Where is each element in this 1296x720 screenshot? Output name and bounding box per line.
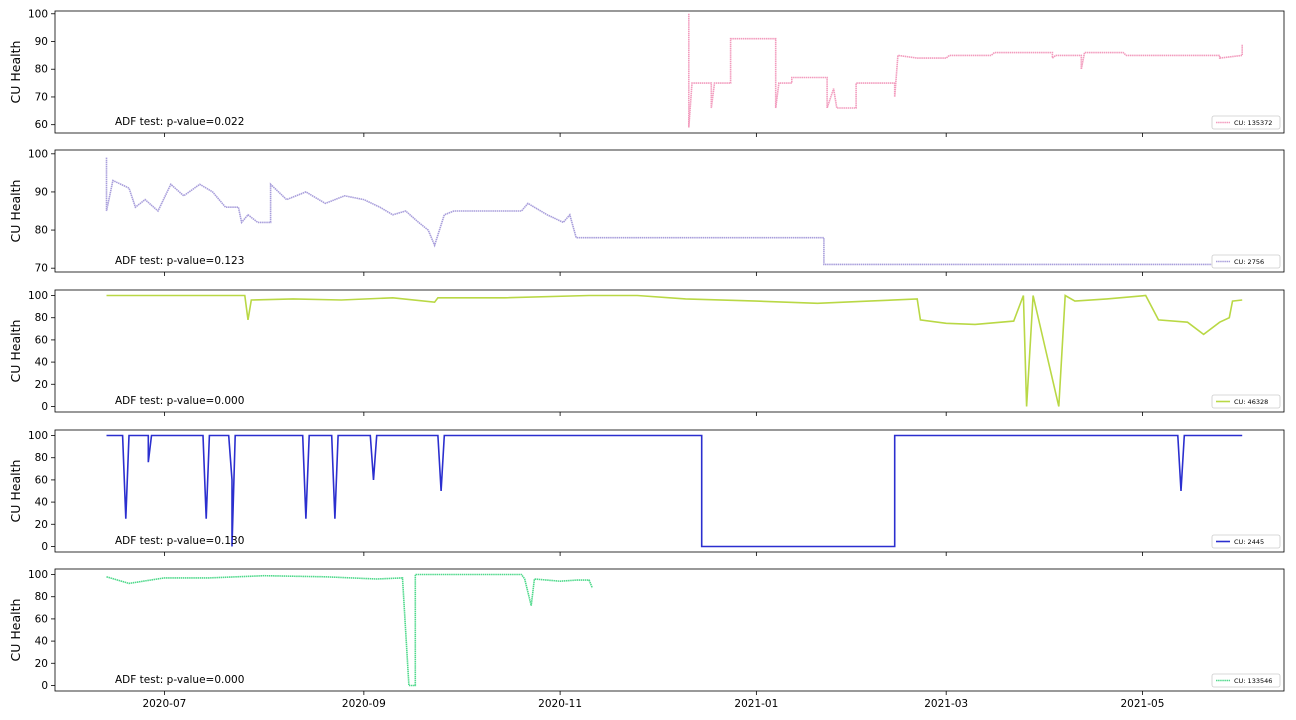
y-tick-label: 0: [41, 680, 48, 692]
axes-frame: [54, 568, 1285, 692]
series-line: [105, 157, 1243, 269]
y-axis-label: CU Health: [8, 599, 23, 662]
y-tick-label: 20: [35, 519, 48, 531]
legend: CU: 46328: [1211, 394, 1281, 409]
y-axis-label: CU Health: [8, 41, 23, 104]
series-line: [688, 13, 1243, 128]
x-tick-label: 2020-11: [538, 698, 582, 710]
axes-frame: [54, 10, 1285, 134]
y-tick-label: 100: [28, 290, 48, 302]
y-tick-label: 20: [35, 658, 48, 670]
y-tick-label: 0: [41, 401, 48, 413]
legend-frame: [1211, 673, 1281, 688]
series-line: [106, 294, 1243, 407]
x-tick-label: 2020-07: [142, 698, 186, 710]
subplot-5: 0 20 40 60 80 100 CU Health ADF test: p-value=0…: [8, 568, 1285, 695]
legend-frame: [1211, 534, 1281, 549]
y-tick-label: 90: [35, 36, 48, 48]
y-axis-label: CU Health: [8, 460, 23, 523]
x-tick-label: 2021-05: [1121, 698, 1165, 710]
subplot-1: 60 70 80 90 100 CU Health ADF test: p-value=0.…: [8, 8, 1285, 137]
subplot-3: 0 20 40 60 80 100 CU Health ADF test: p-value=0…: [8, 289, 1285, 416]
subplot-2: 70 80 90 100 CU Health ADF test: p-value=0.12…: [8, 148, 1285, 276]
legend-frame: [1211, 115, 1281, 130]
axes-frame: [54, 429, 1285, 553]
legend-frame: [1211, 394, 1281, 409]
y-tick-label: 100: [28, 8, 48, 20]
y-tick-label: 100: [28, 569, 48, 581]
y-tick-label: 100: [28, 148, 48, 160]
y-tick-label: 70: [35, 263, 48, 275]
legend: CU: 135372: [1211, 115, 1281, 130]
y-tick-label: 60: [35, 119, 48, 131]
adf-annotation: ADF test: p-value=0.000: [115, 674, 244, 686]
y-tick-label: 0: [41, 541, 48, 553]
x-tick-label: 2021-03: [924, 698, 968, 710]
adf-annotation: ADF test: p-value=0.123: [115, 255, 244, 267]
legend: CU: 2756: [1211, 254, 1281, 269]
legend-frame: [1211, 254, 1281, 269]
y-axis-label: CU Health: [8, 180, 23, 243]
y-tick-label: 60: [35, 613, 48, 625]
x-tick-label: 2021-01: [734, 698, 778, 710]
y-tick-label: 90: [35, 186, 48, 198]
adf-annotation: ADF test: p-value=0.000: [115, 395, 244, 407]
series-line: [106, 573, 594, 687]
axes-frame: [54, 289, 1285, 413]
y-tick-label: 40: [35, 497, 48, 509]
legend-label: CU: 46328: [1234, 398, 1268, 406]
subplot-4: 0 20 40 60 80 100 CU Health ADF test: p-value=0…: [8, 429, 1285, 556]
axes-frame: [54, 149, 1285, 273]
y-tick-label: 80: [35, 312, 48, 324]
y-tick-label: 40: [35, 636, 48, 648]
y-tick-label: 80: [35, 225, 48, 237]
legend: CU: 133546: [1211, 673, 1281, 688]
legend-label: CU: 2445: [1234, 538, 1264, 546]
y-axis-label: CU Health: [8, 320, 23, 383]
y-tick-label: 60: [35, 334, 48, 346]
y-tick-label: 60: [35, 474, 48, 486]
series-line: [106, 434, 1243, 548]
y-tick-label: 80: [35, 452, 48, 464]
y-tick-label: 70: [35, 91, 48, 103]
legend-label: CU: 135372: [1234, 119, 1272, 127]
x-tick-label: 2020-09: [342, 698, 386, 710]
legend-label: CU: 2756: [1234, 258, 1264, 266]
y-tick-label: 80: [35, 591, 48, 603]
adf-annotation: ADF test: p-value=0.022: [115, 116, 244, 128]
y-tick-label: 100: [28, 430, 48, 442]
legend-label: CU: 133546: [1234, 677, 1272, 685]
y-tick-label: 40: [35, 357, 48, 369]
adf-annotation: ADF test: p-value=0.130: [115, 535, 244, 547]
y-tick-label: 20: [35, 379, 48, 391]
y-tick-label: 80: [35, 64, 48, 76]
legend: CU: 2445: [1211, 534, 1281, 549]
